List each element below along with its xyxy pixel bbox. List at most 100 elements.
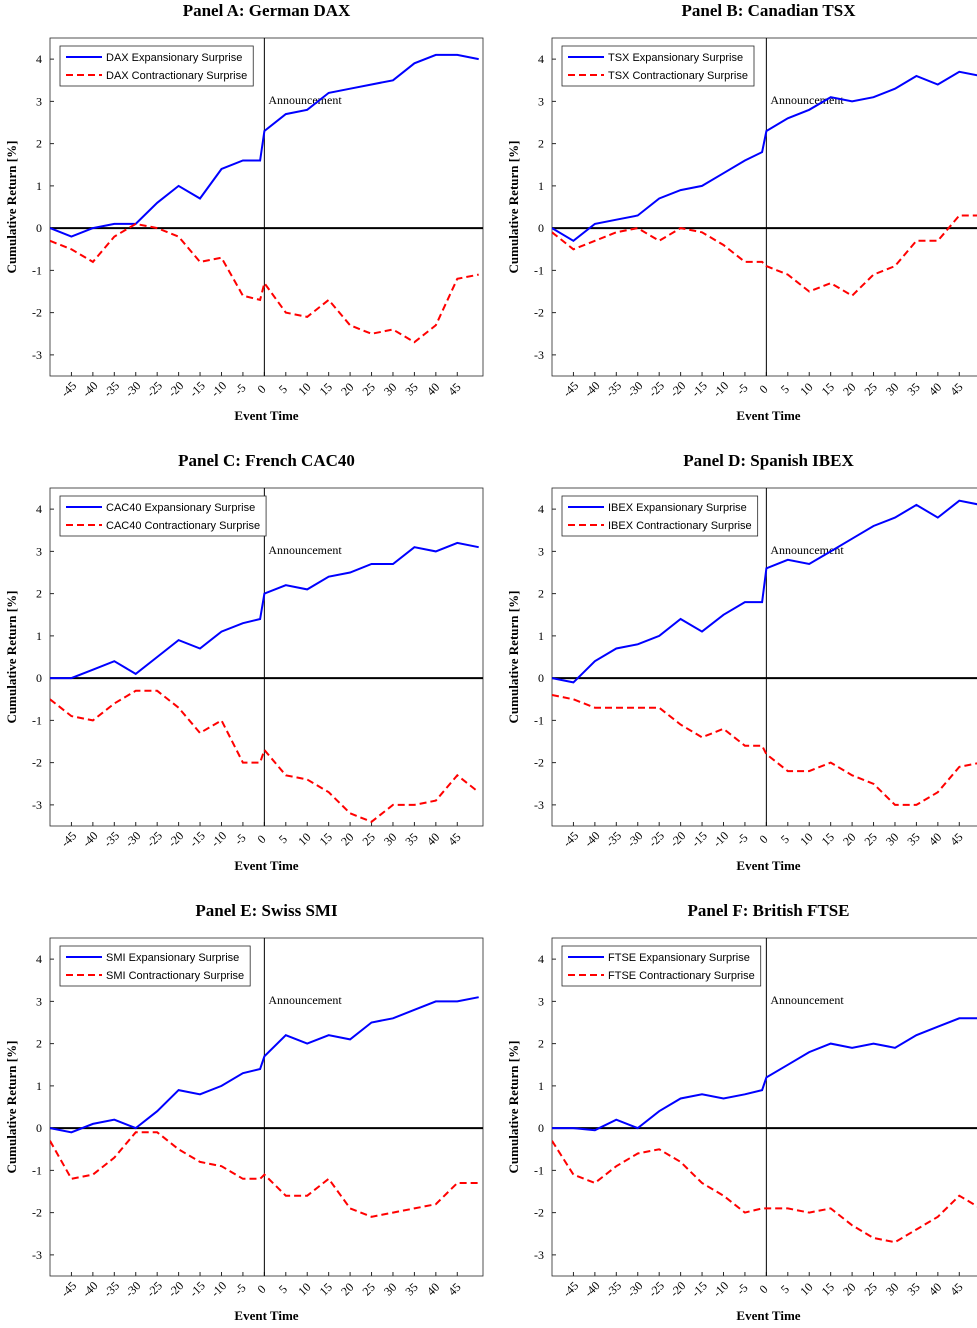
y-tick-label: 1: [538, 1079, 544, 1093]
x-tick-label: 0: [254, 1282, 268, 1296]
x-tick-label: -40: [581, 829, 602, 850]
legend-label: IBEX Contractionary Surprise: [608, 520, 752, 532]
x-tick-label: 25: [360, 380, 378, 398]
x-tick-label: 45: [445, 380, 463, 398]
x-tick-label: -35: [603, 1279, 624, 1300]
x-tick-label: -30: [122, 829, 143, 850]
x-tick-label: -5: [232, 381, 249, 398]
x-tick-label: -35: [603, 379, 624, 400]
x-tick-label: -25: [646, 1279, 667, 1300]
x-tick-label: 40: [424, 380, 442, 398]
x-tick-label: 5: [778, 832, 792, 846]
x-tick-label: -40: [79, 1279, 100, 1300]
x-tick-label: -35: [101, 379, 122, 400]
y-tick-label: -1: [534, 263, 544, 277]
y-tick-label: -1: [534, 1163, 544, 1177]
y-tick-label: 4: [36, 502, 42, 516]
x-tick-label: -5: [734, 1281, 751, 1298]
x-tick-label: 0: [756, 382, 770, 396]
x-axis-label: Event Time: [736, 858, 800, 873]
legend-label: TSX Contractionary Surprise: [608, 70, 748, 82]
x-tick-label: 20: [840, 1280, 858, 1298]
x-tick-label: -10: [208, 379, 229, 400]
y-axis-label: Cumulative Return [%]: [4, 591, 19, 724]
y-tick-label: -3: [32, 348, 42, 362]
x-tick-label: -30: [624, 379, 645, 400]
x-tick-label: 30: [883, 830, 901, 848]
x-tick-label: 25: [360, 830, 378, 848]
x-tick-label: -15: [689, 829, 710, 850]
x-tick-label: -20: [667, 1279, 688, 1300]
y-tick-label: -1: [32, 263, 42, 277]
x-tick-label: -10: [710, 1279, 731, 1300]
y-tick-label: 3: [538, 994, 544, 1008]
x-tick-label: 10: [797, 1280, 815, 1298]
y-tick-label: -3: [534, 1248, 544, 1262]
x-tick-label: 10: [797, 830, 815, 848]
x-tick-label: 40: [424, 1280, 442, 1298]
y-tick-label: -3: [32, 798, 42, 812]
x-tick-label: 35: [904, 830, 922, 848]
y-tick-label: 4: [538, 952, 544, 966]
panel-title: Panel A: German DAX: [183, 1, 351, 20]
y-tick-label: 4: [36, 52, 42, 66]
legend-box: [561, 945, 762, 987]
x-tick-label: -20: [667, 379, 688, 400]
x-tick-label: -45: [560, 829, 581, 850]
y-tick-label: -2: [32, 306, 42, 320]
x-tick-label: 35: [402, 1280, 420, 1298]
legend-box: [59, 495, 267, 537]
x-tick-label: -15: [187, 379, 208, 400]
x-tick-label: 45: [947, 830, 965, 848]
y-tick-label: -2: [534, 306, 544, 320]
y-axis-label: Cumulative Return [%]: [506, 591, 521, 724]
plot-frame: [551, 37, 977, 377]
x-tick-label: -5: [734, 381, 751, 398]
legend-label: DAX Contractionary Surprise: [106, 70, 247, 82]
x-tick-label: -45: [58, 829, 79, 850]
x-tick-label: 35: [402, 830, 420, 848]
x-tick-label: 5: [778, 382, 792, 396]
x-tick-label: 30: [381, 830, 399, 848]
x-tick-label: -20: [165, 1279, 186, 1300]
y-tick-label: 1: [36, 179, 42, 193]
series-line: [50, 996, 479, 1134]
x-tick-label: -25: [144, 379, 165, 400]
y-tick-label: 3: [538, 94, 544, 108]
x-tick-label: -5: [232, 831, 249, 848]
x-axis-label: Event Time: [234, 1308, 298, 1323]
legend-label: CAC40 Expansionary Surprise: [106, 502, 255, 514]
x-tick-label: -30: [624, 829, 645, 850]
y-tick-label: 3: [36, 544, 42, 558]
x-tick-label: 20: [338, 1280, 356, 1298]
series-line: [552, 214, 977, 297]
x-axis-label: Event Time: [736, 1308, 800, 1323]
legend-label: CAC40 Contractionary Surprise: [106, 520, 260, 532]
x-tick-label: -10: [208, 1279, 229, 1300]
x-tick-label: -45: [58, 1279, 79, 1300]
x-tick-label: 10: [295, 830, 313, 848]
x-tick-label: 20: [840, 380, 858, 398]
x-tick-label: -45: [560, 379, 581, 400]
x-tick-label: -40: [581, 1279, 602, 1300]
x-tick-label: -35: [101, 1279, 122, 1300]
y-tick-label: 4: [36, 952, 42, 966]
legend-label: FTSE Contractionary Surprise: [608, 970, 755, 982]
y-tick-label: 2: [36, 587, 42, 601]
x-tick-label: 35: [904, 380, 922, 398]
y-tick-label: -3: [534, 348, 544, 362]
x-tick-label: 25: [360, 1280, 378, 1298]
legend-box: [59, 45, 254, 87]
legend-label: FTSE Expansionary Surprise: [608, 952, 750, 964]
x-tick-label: 30: [381, 380, 399, 398]
x-tick-label: 25: [862, 830, 880, 848]
x-tick-label: 45: [445, 830, 463, 848]
legend-label: SMI Expansionary Surprise: [106, 952, 239, 964]
x-tick-label: 10: [295, 1280, 313, 1298]
y-tick-label: -1: [32, 713, 42, 727]
series-line: [50, 689, 480, 823]
